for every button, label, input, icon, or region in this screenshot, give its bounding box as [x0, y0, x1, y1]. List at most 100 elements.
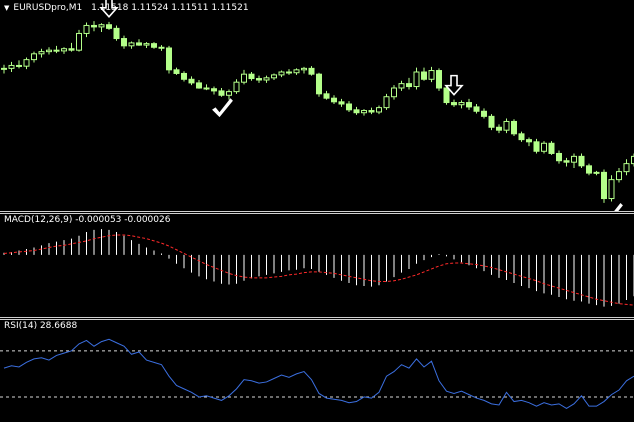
candle-body-bear — [473, 106, 480, 112]
candle-body-bull — [631, 155, 634, 165]
candle-body-bull — [76, 32, 82, 51]
candle-body-bull — [413, 71, 420, 88]
candle-body-bear — [496, 126, 502, 131]
macd-pane[interactable]: MACD(12,26,9) -0.000053 -0.000026 — [0, 214, 634, 317]
candle-body-bull — [383, 96, 390, 109]
candle-body-bear — [331, 97, 337, 103]
candle-body-bear — [323, 93, 330, 99]
candle-body-bull — [593, 171, 600, 174]
candle-body-bear — [421, 71, 427, 80]
candle-body-bear — [451, 102, 457, 106]
candle-body-bull — [31, 53, 37, 61]
candle-body-bull — [83, 24, 90, 34]
candle-body-bull — [98, 24, 105, 28]
candle-body-bear — [113, 27, 120, 40]
candle-body-bear — [136, 42, 142, 46]
candle-body-bull — [226, 91, 232, 96]
candle-body-bear — [443, 87, 450, 104]
rsi-pane[interactable]: RSI(14) 28.6688 — [0, 320, 634, 422]
candle-body-bear — [286, 71, 292, 74]
candle-body-bear — [338, 101, 345, 105]
candle-body-bear — [346, 103, 352, 111]
candle-body-bear — [196, 82, 202, 89]
candle-body-bear — [601, 171, 607, 200]
candle-body-bear — [91, 24, 97, 28]
candle-body-bull — [38, 51, 45, 55]
candle-body-bull — [233, 81, 240, 93]
candle-body-bull — [398, 83, 405, 89]
candle-body-bull — [263, 77, 270, 81]
candle-body-bear — [188, 78, 195, 84]
candle-body-bear — [256, 78, 262, 81]
candle-body-bull — [503, 120, 510, 131]
chart-header: ▼ EURUSDpro,M1 1.11518 1.11524 1.11511 1.… — [4, 3, 249, 14]
candlestick-chart[interactable] — [0, 0, 634, 211]
macd-chart[interactable] — [0, 214, 634, 317]
candle-body-bear — [518, 133, 525, 141]
candle-body-bear — [548, 142, 555, 154]
candle-body-bull — [616, 171, 622, 181]
pane-separator[interactable] — [0, 213, 634, 214]
candle-body-bear — [248, 73, 255, 80]
rsi-chart[interactable] — [0, 320, 634, 422]
candle-body-bear — [368, 110, 375, 113]
candle-body-bull — [458, 102, 465, 106]
rsi-line — [3, 338, 634, 410]
candle-body-bull — [376, 107, 382, 113]
candle-body-bear — [121, 38, 127, 47]
checkmark-icon[interactable] — [603, 203, 623, 211]
candle-body-bear — [526, 139, 532, 143]
triangle-down-icon[interactable]: ▼ — [4, 4, 10, 12]
candle-body-bull — [301, 67, 307, 71]
macd-header: MACD(12,26,9) -0.000053 -0.000026 — [4, 215, 171, 225]
candle-body-bull — [23, 59, 30, 67]
arrow-down-icon[interactable] — [99, 0, 119, 19]
candle-body-bull — [391, 87, 397, 98]
candle-body-bull — [361, 110, 367, 114]
candle-body-bear — [166, 47, 172, 71]
candle-body-bull — [128, 42, 135, 47]
candle-body-bear — [556, 152, 562, 162]
ohlc-readout: 1.11518 1.11524 1.11511 1.11521 — [91, 3, 249, 13]
arrow-down-icon[interactable] — [444, 74, 464, 96]
candle-body-bull — [278, 71, 285, 76]
macd-signal-line — [3, 234, 634, 306]
candle-body-bear — [488, 115, 495, 128]
candle-body-bull — [623, 163, 630, 173]
pane-separator[interactable] — [0, 319, 634, 320]
candle-body-bear — [316, 73, 322, 95]
candle-body-bear — [533, 141, 540, 152]
candle-body-bear — [511, 120, 517, 135]
candle-body-bear — [106, 24, 112, 29]
candle-body-bear — [586, 165, 592, 174]
symbol-label: EURUSDpro,M1 — [13, 3, 83, 13]
candle-body-bear — [308, 67, 315, 75]
candle-body-bear — [466, 102, 472, 108]
candle-body-bull — [541, 142, 547, 152]
candle-body-bear — [16, 64, 22, 67]
candle-body-bear — [151, 43, 157, 48]
candle-body-bull — [1, 67, 7, 70]
pane-separator[interactable] — [0, 317, 634, 318]
candle-body-bear — [181, 72, 187, 80]
candle-body-bull — [241, 73, 247, 83]
candle-body-bull — [428, 70, 435, 80]
price-chart-pane[interactable]: ▼ EURUSDpro,M1 1.11518 1.11524 1.11511 1.… — [0, 0, 634, 211]
candle-body-bull — [61, 48, 67, 52]
candle-body-bull — [271, 74, 277, 79]
candle-body-bull — [293, 69, 300, 74]
candle-body-bull — [571, 155, 577, 163]
candle-body-bull — [8, 64, 15, 69]
candle-body-bull — [608, 179, 615, 200]
candle-body-bear — [563, 160, 570, 163]
candle-body-bull — [46, 49, 52, 53]
checkmark-icon[interactable] — [212, 98, 233, 118]
candle-body-bear — [211, 88, 217, 92]
rsi-header: RSI(14) 28.6688 — [4, 321, 78, 331]
candle-body-bear — [173, 69, 180, 74]
candle-body-bear — [53, 49, 60, 52]
candle-body-bear — [481, 110, 487, 117]
candle-body-bear — [68, 48, 75, 51]
pane-separator[interactable] — [0, 211, 634, 212]
candle-body-bear — [158, 46, 165, 49]
